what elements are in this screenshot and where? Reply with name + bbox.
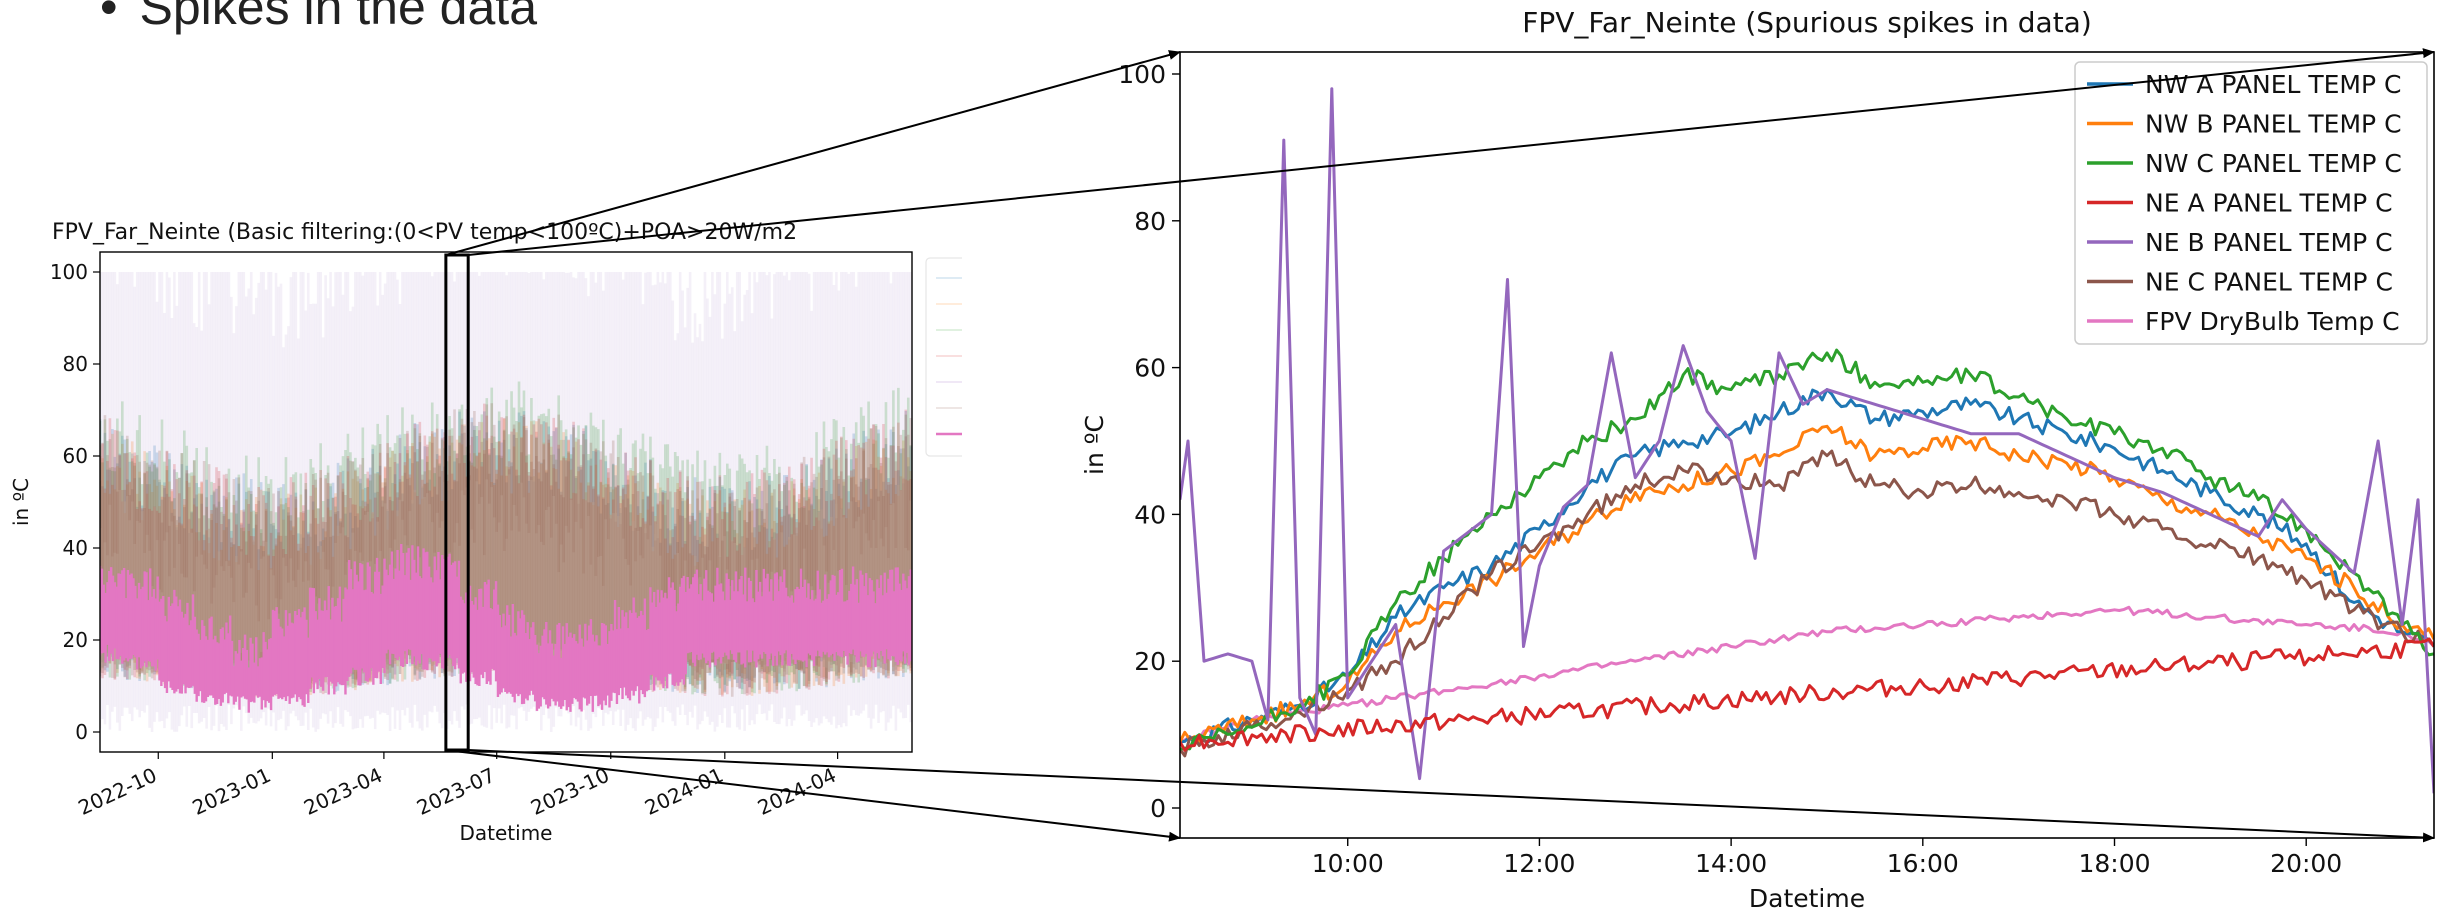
chart2-series-fpv-drybulb-temp-c bbox=[1180, 605, 2434, 744]
chart2-series-ne-b-panel-temp-c bbox=[1180, 87, 2434, 794]
chart1-xtick-label: 2022-10 bbox=[74, 763, 160, 820]
chart2-ytick-label: 40 bbox=[1134, 500, 1166, 529]
chart2-ytick-label: 80 bbox=[1134, 207, 1166, 236]
zoom-connector-arrow-1 bbox=[445, 50, 1181, 256]
chart2-xtick-label: 12:00 bbox=[1503, 849, 1575, 878]
bullet-dot-icon: • bbox=[100, 0, 118, 35]
chart2-plot-area bbox=[1180, 87, 2434, 794]
chart1-legend-clip-mask bbox=[962, 256, 1002, 458]
chart2-xtick-label: 20:00 bbox=[2270, 849, 2342, 878]
chart1-ytick-label: 80 bbox=[63, 352, 88, 376]
chart2-axes-frame bbox=[1179, 51, 2435, 839]
bullet-point: • Spikes in the data bbox=[100, 0, 537, 36]
chart1-xtick-label: 2024-01 bbox=[641, 763, 727, 820]
chart1-xtick-label: 2023-10 bbox=[527, 763, 613, 820]
chart1-title: FPV_Far_Neinte (Basic filtering:(0<PV te… bbox=[52, 220, 797, 245]
chart2-legend-label-nw-b-panel-temp-c: NW B PANEL TEMP C bbox=[2145, 110, 2402, 139]
chart1-xlabel: Datetime bbox=[460, 821, 553, 845]
zoom-connector-arrow-3 bbox=[445, 749, 1181, 842]
chart2-xtick-label: 14:00 bbox=[1695, 849, 1767, 878]
chart1-xtick-label: 2023-07 bbox=[413, 763, 499, 820]
chart1-ylabel: in ºC bbox=[9, 478, 33, 526]
chart1-ytick-label: 0 bbox=[75, 720, 88, 744]
chart2-title: FPV_Far_Neinte (Spurious spikes in data) bbox=[1522, 6, 2092, 39]
chart2-ytick-label: 0 bbox=[1150, 794, 1166, 823]
chart2-ylabel: in ºC bbox=[1080, 415, 1109, 475]
chart1-series-fpv-drybulb-temp-c bbox=[100, 544, 912, 713]
chart1-ytick-label: 60 bbox=[63, 444, 88, 468]
chart2-legend-box bbox=[2074, 61, 2428, 345]
chart2-legend-label-ne-b-panel-temp-c: NE B PANEL TEMP C bbox=[2145, 228, 2393, 257]
chart1-xtick-label: 2023-01 bbox=[189, 763, 275, 820]
chart2-legend-label-ne-c-panel-temp-c: NE C PANEL TEMP C bbox=[2145, 268, 2393, 297]
chart2-legend-label-ne-a-panel-temp-c: NE A PANEL TEMP C bbox=[2145, 189, 2393, 218]
chart2-ytick-label: 100 bbox=[1118, 60, 1166, 89]
bullet-text: Spikes in the data bbox=[139, 0, 538, 35]
chart2-xtick-label: 18:00 bbox=[2078, 849, 2150, 878]
chart2-series-ne-a-panel-temp-c bbox=[1180, 637, 2434, 752]
zoom-connector-arrow-4 bbox=[468, 749, 2435, 843]
chart2-series-ne-c-panel-temp-c bbox=[1180, 449, 2434, 758]
chart2-legend-label-nw-c-panel-temp-c: NW C PANEL TEMP C bbox=[2145, 149, 2402, 178]
zoom-window-rect bbox=[444, 253, 470, 752]
chart2-xlabel: Datetime bbox=[1749, 884, 1865, 908]
chart1-ytick-label: 100 bbox=[50, 260, 88, 284]
chart2-xtick-label: 16:00 bbox=[1887, 849, 1959, 878]
chart1-plot-area bbox=[100, 272, 912, 732]
chart2-series-nw-a-panel-temp-c bbox=[1180, 388, 2434, 745]
chart2-xtick-label: 10:00 bbox=[1312, 849, 1384, 878]
chart1-ytick-label: 20 bbox=[63, 628, 88, 652]
chart2-legend-label-fpv-drybulb-temp-c: FPV DryBulb Temp C bbox=[2145, 307, 2400, 336]
chart1-xtick-label: 2023-04 bbox=[300, 763, 386, 820]
chart2-ytick-label: 60 bbox=[1134, 354, 1166, 383]
chart2-legend-label-nw-a-panel-temp-c: NW A PANEL TEMP C bbox=[2145, 70, 2401, 99]
chart2-series-nw-c-panel-temp-c bbox=[1180, 348, 2434, 751]
chart2-ytick-label: 20 bbox=[1134, 647, 1166, 676]
chart1-ytick-label: 40 bbox=[63, 536, 88, 560]
zoom-connector-arrow-2 bbox=[468, 48, 2435, 256]
